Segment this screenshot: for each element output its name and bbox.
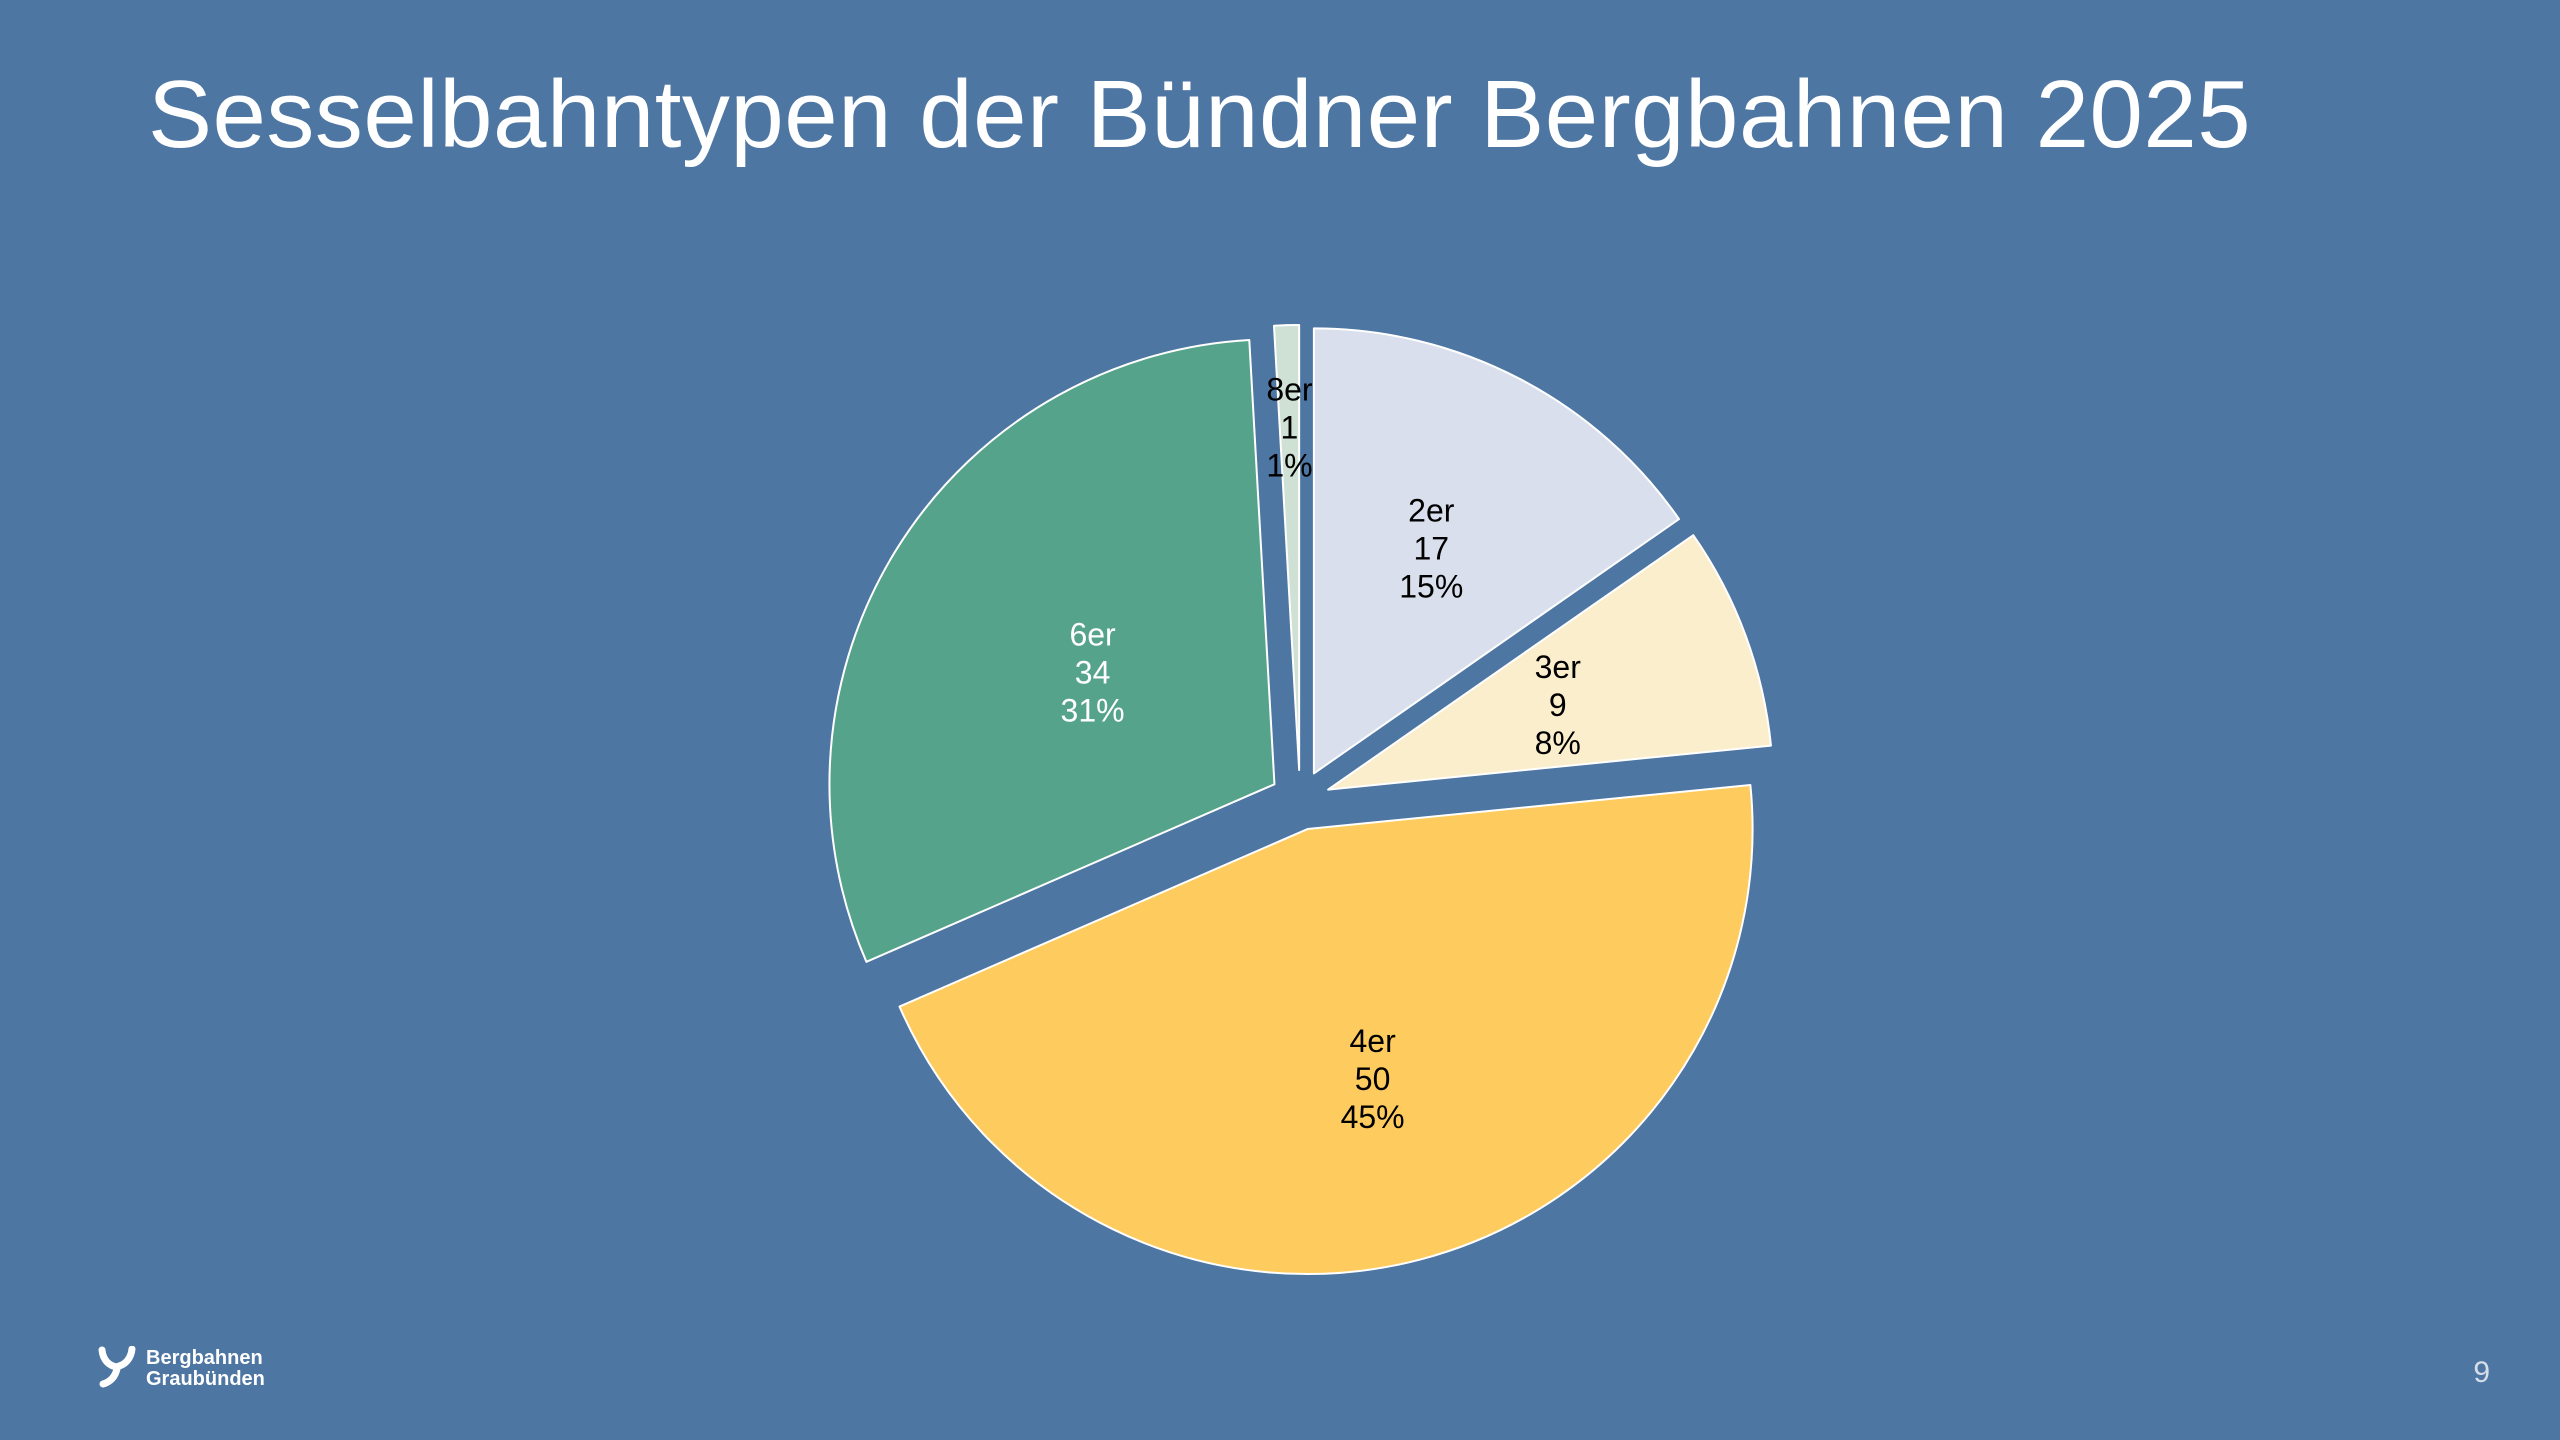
slide-title: Sesselbahntypen der Bündner Bergbahnen 2… [148, 61, 2252, 168]
bergbahnen-graubuenden-logo-icon [98, 1346, 136, 1388]
pie-label-8er: 8er 1 1% [1266, 371, 1313, 483]
logo: Bergbahnen Graubünden [98, 1346, 265, 1390]
logo-text: Bergbahnen Graubünden [146, 1346, 265, 1390]
pie-slice-3er [1327, 534, 1772, 791]
pie-slice-8er [1272, 324, 1301, 772]
pie-slice-4er [898, 784, 1754, 1275]
pie-label-6er: 6er 34 31% [1061, 616, 1125, 728]
pie-label-3er: 3er 9 8% [1535, 649, 1582, 761]
pie-slice-6er [828, 338, 1276, 963]
pie-slice-2er [1312, 327, 1681, 775]
logo-text-line2: Graubünden [146, 1368, 265, 1390]
page-number: 9 [2473, 1356, 2490, 1389]
pie-label-4er: 4er 50 45% [1341, 1023, 1405, 1135]
pie-label-2er: 2er 17 15% [1399, 493, 1463, 605]
logo-text-line1: Bergbahnen [146, 1347, 263, 1369]
